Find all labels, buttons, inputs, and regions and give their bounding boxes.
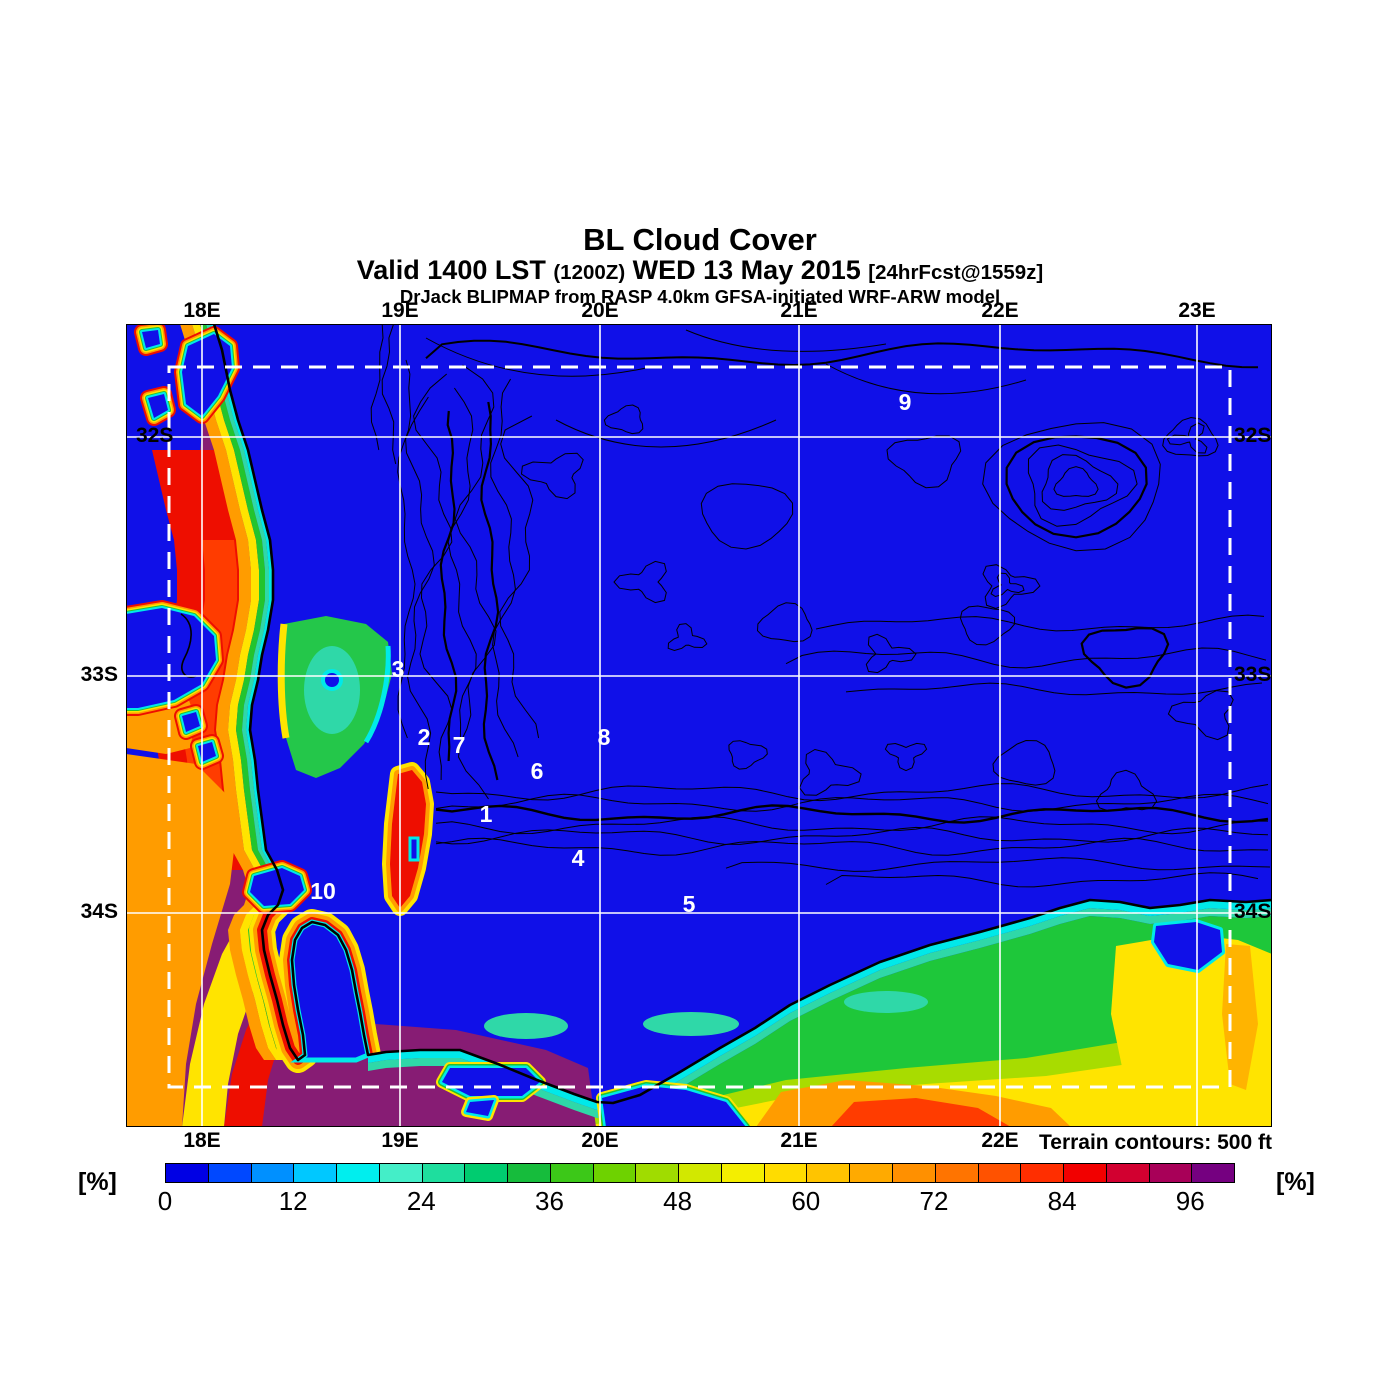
- lon-label-bottom-22E: 22E: [981, 1129, 1019, 1152]
- waypoint-label-9: 9: [899, 389, 912, 415]
- color-scale-tick-36: 36: [535, 1186, 564, 1216]
- color-scale-segment-20: [1020, 1164, 1064, 1182]
- color-scale-segment-8: [507, 1164, 550, 1182]
- color-scale-segment-23: [1148, 1164, 1192, 1182]
- color-scale-tick-60: 60: [791, 1186, 821, 1216]
- terrain-contours-note: Terrain contours: 500 ft: [1039, 1131, 1272, 1154]
- color-scale-segment-4: [336, 1164, 379, 1182]
- color-scale-segment-22: [1105, 1164, 1149, 1182]
- waypoint-label-2: 2: [418, 724, 431, 750]
- lat-label-right-32S: 32S: [1234, 424, 1272, 447]
- waypoint-label-6: 6: [531, 758, 544, 784]
- color-scale-segment-2: [250, 1164, 294, 1182]
- valid-time-line: Valid 1400 LST (1200Z) WED 13 May 2015 […: [0, 255, 1400, 286]
- lon-label-top-19E: 19E: [381, 299, 419, 322]
- forecast-map: 1 2 3 4 5 6 7 8 9 10: [126, 324, 1272, 1127]
- color-scale-tick-96: 96: [1175, 1186, 1205, 1216]
- color-scale-segment-24: [1191, 1164, 1235, 1182]
- model-line: DrJack BLIPMAP from RASP 4.0km GFSA-init…: [399, 286, 1001, 307]
- valid-zulu: (1200Z): [553, 261, 626, 284]
- color-scale-segment-11: [635, 1164, 679, 1182]
- color-scale-segment-3: [293, 1164, 337, 1182]
- lon-label-bottom-18E: 18E: [183, 1129, 221, 1152]
- color-scale-segment-1: [207, 1164, 251, 1182]
- color-scale-segment-7: [464, 1164, 508, 1182]
- waypoint-label-3: 3: [392, 656, 405, 682]
- legend-unit-left: [%]: [78, 1168, 117, 1196]
- color-scale-segment-16: [849, 1164, 893, 1182]
- color-scale-tick-72: 72: [919, 1186, 949, 1216]
- color-scale-tick-12: 12: [278, 1186, 308, 1216]
- waypoint-label-8: 8: [598, 724, 611, 750]
- color-scale-segment-6: [421, 1164, 465, 1182]
- valid-date: WED 13 May 2015: [632, 255, 861, 285]
- lon-label-top-18E: 18E: [183, 299, 221, 322]
- color-scale-tick-24: 24: [406, 1186, 436, 1216]
- lon-label-bottom-21E: 21E: [780, 1129, 818, 1152]
- color-scale-segment-13: [720, 1164, 764, 1182]
- color-scale-tick-84: 84: [1047, 1186, 1077, 1216]
- page-title: BL Cloud Cover: [583, 222, 817, 257]
- waypoint-label-4: 4: [572, 845, 585, 871]
- color-scale-segment-18: [934, 1164, 978, 1182]
- lon-label-top-22E: 22E: [981, 299, 1019, 322]
- lat-label-left-32S: 32S: [136, 424, 174, 447]
- lon-label-top-23E: 23E: [1178, 299, 1216, 322]
- lat-label-left-34S: 34S: [80, 900, 118, 923]
- waypoint-label-5: 5: [683, 891, 696, 917]
- color-scale-tick-0: 0: [157, 1186, 173, 1216]
- color-scale-segment-10: [592, 1164, 636, 1182]
- color-scale-segment-12: [678, 1164, 721, 1182]
- color-scale-segment-15: [806, 1164, 850, 1182]
- legend-unit-right: [%]: [1276, 1168, 1315, 1196]
- forecast-tag: [24hrFcst@1559z]: [868, 261, 1044, 284]
- color-scale-segment-21: [1063, 1164, 1106, 1182]
- color-scale-segment-19: [977, 1164, 1021, 1182]
- color-scale-segment-17: [892, 1164, 935, 1182]
- lon-label-top-21E: 21E: [780, 299, 818, 322]
- lon-label-bottom-20E: 20E: [581, 1129, 619, 1152]
- color-scale-tick-48: 48: [663, 1186, 693, 1216]
- waypoint-label-1: 1: [480, 801, 493, 827]
- color-scale-segment-5: [378, 1164, 422, 1182]
- lat-label-left-33S: 33S: [80, 663, 118, 686]
- color-scale-bar: [165, 1163, 1235, 1183]
- lon-label-top-20E: 20E: [581, 299, 619, 322]
- color-scale-segment-0: [166, 1164, 208, 1182]
- cloud-cover-map-svg: 1 2 3 4 5 6 7 8 9 10: [126, 324, 1272, 1127]
- lat-label-right-34S: 34S: [1234, 900, 1272, 923]
- color-scale-segment-14: [763, 1164, 807, 1182]
- lon-label-bottom-19E: 19E: [381, 1129, 419, 1152]
- lat-label-right-33S: 33S: [1234, 663, 1272, 686]
- waypoint-label-10: 10: [310, 878, 336, 904]
- color-scale-segment-9: [549, 1164, 593, 1182]
- waypoint-label-7: 7: [453, 732, 466, 758]
- valid-prefix: Valid 1400 LST: [356, 255, 546, 285]
